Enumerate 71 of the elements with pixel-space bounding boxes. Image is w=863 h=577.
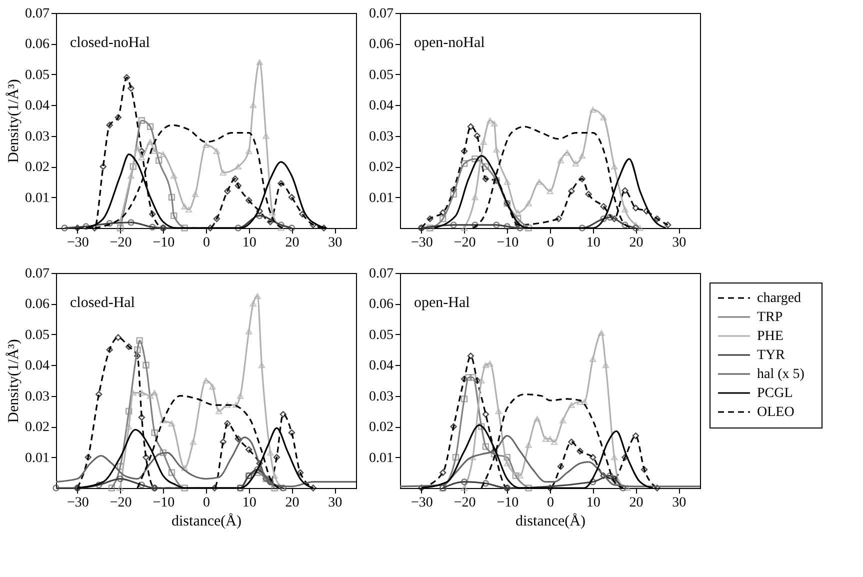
y-tick-label: 0.05 [25, 328, 50, 343]
y-tick-label: 0.03 [25, 129, 50, 144]
x-tick-label: −20 [110, 236, 132, 250]
y-tick-label: 0.04 [25, 358, 50, 374]
x-tick-label: 10 [242, 496, 256, 510]
y-tick-label: 0.02 [369, 420, 394, 436]
x-tick-label: −30 [410, 236, 433, 250]
y-tick-label: 0.01 [25, 190, 50, 206]
y-tick-label: 0.02 [369, 160, 394, 176]
y-axis-title: Density(1/Å³) [5, 79, 22, 163]
x-tick-label: −10 [152, 236, 175, 250]
legend-label: TRP [757, 310, 783, 325]
y-tick-label: 0.07 [369, 266, 394, 282]
y-tick-label: 0.02 [25, 160, 50, 176]
y-tick-label: 0.06 [25, 297, 50, 312]
y-axis-title: Density(1/Å³) [5, 339, 22, 423]
y-tick-label: 0.05 [369, 328, 394, 343]
y-tick-label: 0.07 [25, 6, 50, 22]
x-axis-title: distance(Å) [516, 512, 586, 530]
x-tick-label: 20 [285, 496, 300, 510]
x-tick-label: 30 [328, 496, 342, 510]
x-tick-label: 10 [586, 496, 600, 510]
x-tick-label: 30 [672, 236, 686, 250]
x-tick-label: 20 [629, 236, 644, 250]
x-tick-label: −30 [66, 236, 89, 250]
y-tick-label: 0.06 [369, 37, 394, 52]
y-tick-label: 0.02 [25, 420, 50, 436]
x-tick-label: −10 [496, 236, 519, 250]
y-tick-label: 0.03 [25, 389, 50, 404]
y-tick-label: 0.01 [369, 190, 394, 206]
legend-label: charged [757, 291, 802, 306]
x-tick-label: 20 [629, 496, 644, 510]
legend-label: OLEO [757, 405, 794, 420]
x-tick-label: −10 [496, 496, 519, 510]
x-tick-label: 0 [547, 496, 554, 510]
x-tick-label: −30 [410, 496, 433, 510]
x-tick-label: 0 [547, 236, 554, 250]
x-tick-label: 10 [242, 236, 256, 250]
y-tick-label: 0.06 [25, 37, 50, 52]
x-axis-title: distance(Å) [172, 512, 242, 530]
x-tick-label: 0 [203, 236, 210, 250]
text: closed-Hal [70, 295, 135, 311]
text: open-noHal [414, 35, 485, 51]
x-tick-label: 0 [203, 496, 210, 510]
y-tick-label: 0.03 [369, 129, 394, 144]
y-tick-label: 0.07 [25, 266, 50, 282]
legend-label: TYR [757, 348, 786, 363]
x-tick-label: 30 [672, 496, 686, 510]
legend-label: PHE [757, 329, 784, 344]
legend-label: hal (x 5) [757, 367, 805, 382]
y-tick-label: 0.06 [369, 297, 394, 312]
x-tick-label: −20 [454, 236, 476, 250]
text: closed-noHal [70, 35, 150, 51]
y-tick-label: 0.07 [369, 6, 394, 22]
y-tick-label: 0.05 [25, 68, 50, 83]
legend-label: PCGL [757, 386, 793, 401]
x-tick-label: 20 [285, 236, 300, 250]
y-tick-label: 0.03 [369, 389, 394, 404]
y-tick-label: 0.04 [369, 98, 394, 114]
y-tick-label: 0.04 [369, 358, 394, 374]
y-tick-label: 0.04 [25, 98, 50, 114]
x-tick-label: −20 [110, 496, 132, 510]
x-tick-label: −20 [454, 496, 476, 510]
x-tick-label: −10 [152, 496, 175, 510]
y-tick-label: 0.01 [369, 450, 394, 466]
x-tick-label: −30 [66, 496, 89, 510]
x-tick-label: 30 [328, 236, 342, 250]
y-tick-label: 0.05 [369, 68, 394, 83]
y-tick-label: 0.01 [25, 450, 50, 466]
text: open-Hal [414, 295, 470, 311]
x-tick-label: 10 [586, 236, 600, 250]
